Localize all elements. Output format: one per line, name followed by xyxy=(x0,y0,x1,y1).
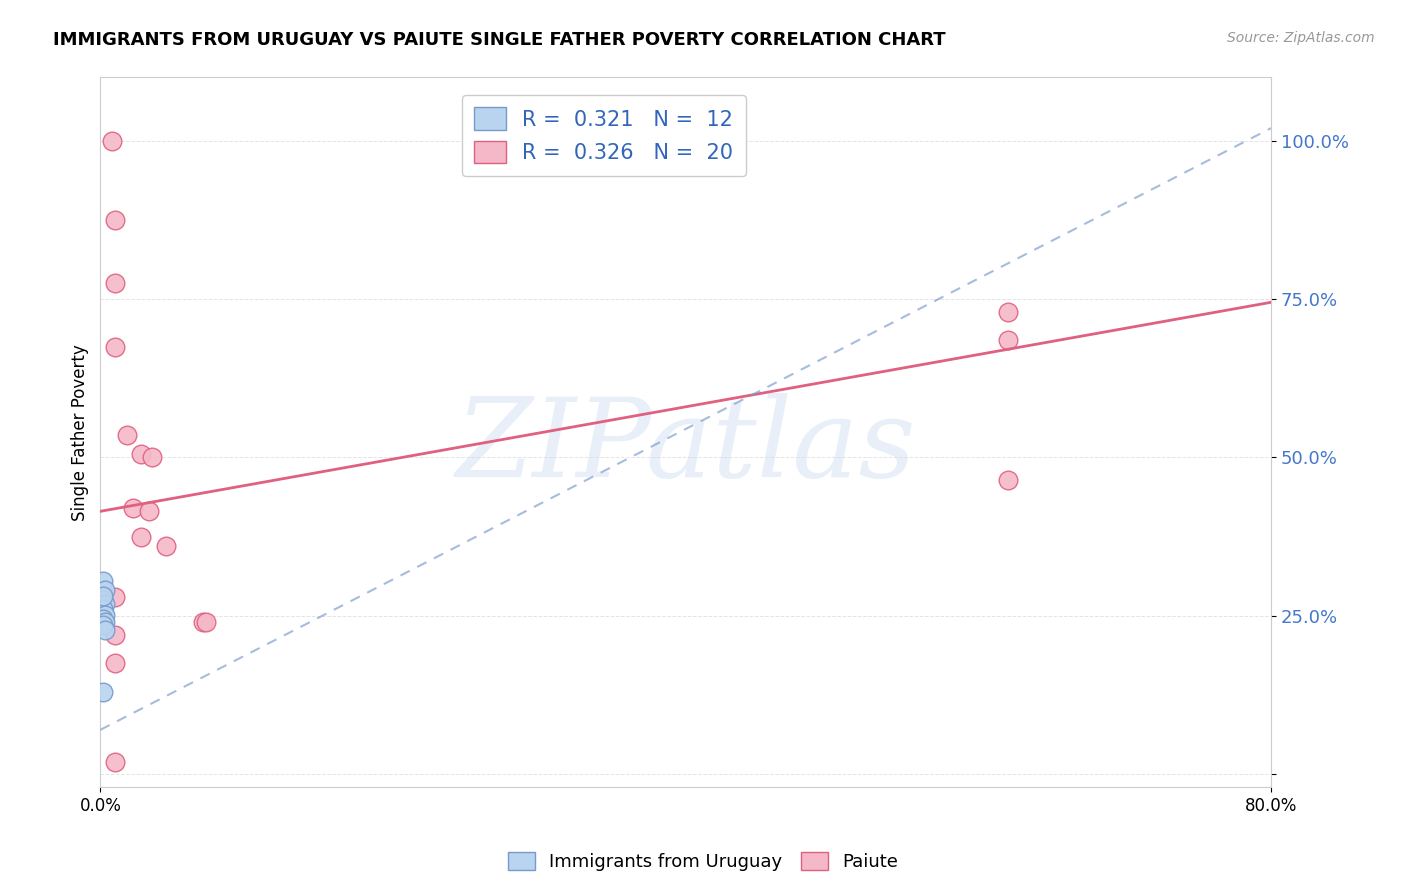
Point xyxy=(104,213,127,227)
Point xyxy=(104,628,127,642)
Legend: R =  0.321   N =  12, R =  0.326   N =  20: R = 0.321 N = 12, R = 0.326 N = 20 xyxy=(463,95,747,176)
Point xyxy=(131,447,153,461)
Y-axis label: Single Father Poverty: Single Father Poverty xyxy=(72,343,89,521)
Point xyxy=(91,618,114,632)
Point xyxy=(194,615,217,629)
Point xyxy=(101,134,124,148)
Point xyxy=(93,623,115,637)
Point xyxy=(93,607,115,622)
Point xyxy=(91,612,114,626)
Text: ZIPatlas: ZIPatlas xyxy=(456,392,915,500)
Point xyxy=(997,473,1019,487)
Text: Source: ZipAtlas.com: Source: ZipAtlas.com xyxy=(1227,31,1375,45)
Point xyxy=(104,277,127,291)
Point xyxy=(104,590,127,604)
Point xyxy=(91,685,114,699)
Point xyxy=(104,340,127,354)
Point xyxy=(93,598,115,612)
Point xyxy=(138,504,160,518)
Point xyxy=(93,615,115,629)
Point xyxy=(104,657,127,671)
Point xyxy=(997,305,1019,319)
Point xyxy=(93,583,115,598)
Point xyxy=(91,574,114,588)
Point xyxy=(115,428,138,442)
Point xyxy=(141,450,163,465)
Point xyxy=(997,333,1019,347)
Point xyxy=(191,615,214,629)
Point xyxy=(91,602,114,616)
Point xyxy=(91,593,114,607)
Point xyxy=(104,755,127,769)
Point xyxy=(155,539,177,553)
Point xyxy=(121,501,143,516)
Point xyxy=(131,530,153,544)
Legend: Immigrants from Uruguay, Paiute: Immigrants from Uruguay, Paiute xyxy=(501,845,905,879)
Text: IMMIGRANTS FROM URUGUAY VS PAIUTE SINGLE FATHER POVERTY CORRELATION CHART: IMMIGRANTS FROM URUGUAY VS PAIUTE SINGLE… xyxy=(53,31,946,49)
Point xyxy=(91,589,114,603)
